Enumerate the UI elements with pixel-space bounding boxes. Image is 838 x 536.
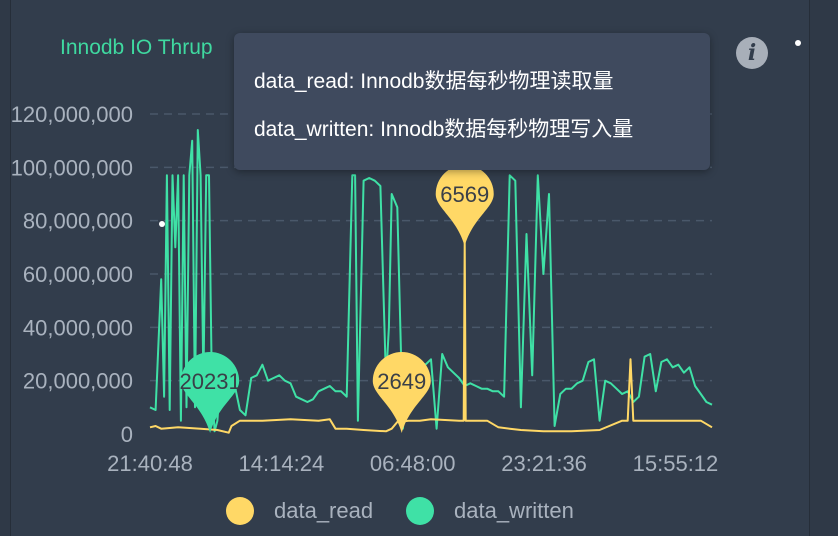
marker-pin-data-read-peak-label: 6569 (440, 182, 489, 207)
marker-pin-data-written-label: 20231 (180, 369, 241, 394)
x-tick-label: 06:48:00 (370, 451, 456, 476)
y-tick-label: 80,000,000 (23, 209, 133, 234)
series-line-data-written (149, 129, 713, 433)
y-tick-label: 60,000,000 (23, 262, 133, 287)
white-dot-marker (795, 40, 801, 46)
panel-title: Innodb IO Thrup (60, 36, 213, 59)
white-dot-marker (159, 221, 165, 227)
legend-item-data-written[interactable]: data_written (406, 494, 574, 528)
marker-pin-data-read-peak (435, 165, 494, 246)
legend-swatch-data-written (406, 497, 434, 525)
x-tick-label: 21:40:48 (107, 451, 193, 476)
legend-label-data-read: data_read (274, 498, 374, 523)
tooltip-line-data-written: data_written: Innodb数据每秒物理写入量 (254, 118, 634, 141)
chart-legend: data_read data_written (0, 494, 838, 528)
series-line-data-read (149, 241, 713, 434)
y-tick-label: 100,000,000 (11, 155, 133, 180)
series-description-tooltip: data_read: Innodb数据每秒物理读取量 data_written:… (234, 33, 710, 170)
x-tick-label: 23:21:36 (501, 451, 587, 476)
marker-pin-data-read-label: 2649 (377, 369, 426, 394)
legend-item-data-read[interactable]: data_read (226, 494, 373, 528)
info-icon[interactable]: i (736, 37, 768, 69)
x-tick-label: 15:55:12 (633, 451, 719, 476)
x-tick-label: 14:14:24 (239, 451, 325, 476)
y-tick-label: 20,000,000 (23, 369, 133, 394)
y-tick-label: 40,000,000 (23, 315, 133, 340)
legend-label-data-written: data_written (454, 498, 574, 523)
y-tick-label: 0 (121, 422, 133, 447)
marker-pin-data-written (181, 352, 240, 433)
y-tick-label: 120,000,000 (11, 102, 133, 127)
marker-pin-data-read (372, 352, 431, 433)
tooltip-line-data-read: data_read: Innodb数据每秒物理读取量 (254, 70, 614, 93)
legend-swatch-data-read (226, 497, 254, 525)
